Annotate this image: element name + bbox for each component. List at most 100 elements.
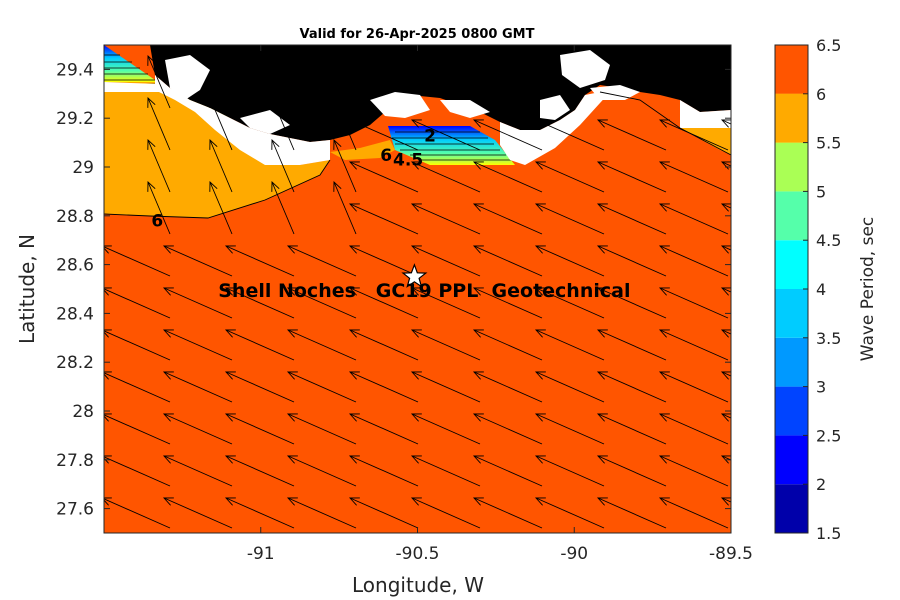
wave-vector (473, 371, 543, 403)
wave-vector-head (224, 497, 236, 506)
wave-vector-head (534, 329, 546, 338)
site-label: Shell Noches GC19 PPL Geotechnical (218, 280, 630, 302)
wave-vector-head (162, 287, 174, 296)
wave-vector (349, 119, 419, 151)
colorbar-band (775, 289, 808, 338)
plot-area (102, 45, 731, 570)
wave-vector-head (720, 329, 731, 338)
wave-vector-head (596, 329, 608, 338)
colorbar-band-top (775, 45, 808, 94)
wave-vector (411, 413, 481, 445)
wave-vector (104, 456, 171, 487)
wave-vector (535, 329, 605, 361)
wave-vector (659, 245, 729, 277)
wave-vector (411, 497, 481, 529)
wave-vector-head (209, 96, 218, 108)
wave-vector (535, 371, 605, 403)
x-axis-ticks: -91 -90.5 -90 -89.5 (247, 45, 753, 564)
wave-vector (659, 161, 729, 193)
wave-vector-head (534, 203, 546, 212)
y-tick-label: 29.4 (56, 60, 94, 80)
contour-line-6 (104, 159, 331, 219)
colorbar-tick-label: 3 (816, 378, 826, 397)
wave-vector (287, 287, 357, 319)
wave-vector-head (271, 138, 280, 150)
wave-vector-head (472, 455, 484, 464)
wave-vector (349, 245, 419, 277)
x-tick-label: -90.5 (396, 544, 440, 564)
wave-vector-head (147, 96, 156, 108)
wave-vector-head (658, 371, 670, 380)
wave-vector (102, 540, 170, 570)
land-lake-6 (440, 100, 490, 118)
wave-vector-head (658, 455, 670, 464)
wave-vector (535, 497, 605, 529)
wave-vector (104, 498, 171, 529)
wave-vector (659, 455, 729, 487)
x-tick-label: -89.5 (709, 544, 753, 564)
wave-vector-head (286, 497, 298, 506)
land-lake-7 (240, 110, 290, 134)
wave-vector-head (720, 413, 731, 422)
wave-vector-head (410, 245, 422, 254)
wave-vector (287, 329, 357, 361)
wave-vector (535, 287, 605, 319)
wave-vector-head (224, 413, 236, 422)
wave-vector-head (472, 161, 484, 170)
wave-vector-head (720, 245, 731, 254)
wave-vector (597, 371, 667, 403)
wave-vector-head (658, 245, 670, 254)
wave-vector (287, 497, 357, 529)
y-tick-label: 28.4 (56, 304, 94, 324)
wave-vector (163, 245, 233, 277)
colorbar-tick-label: 5 (816, 182, 826, 201)
wave-vector-head (410, 287, 422, 296)
wave-vector (104, 372, 171, 403)
colorbar: 1.5 2 2.5 3 3.5 4 4.5 5 5.5 6 6.5 (774, 36, 841, 543)
wave-vector (225, 371, 295, 403)
wave-vector (225, 287, 295, 319)
wave-vector (473, 245, 543, 277)
wave-vector (597, 287, 667, 319)
wave-vector-head (534, 245, 546, 254)
wave-vector-head (658, 497, 670, 506)
wave-vector-head (410, 455, 422, 464)
wave-vector-head (472, 245, 484, 254)
wave-vector-head (472, 497, 484, 506)
colorbar-band (775, 435, 808, 485)
wave-vector-head (472, 371, 484, 380)
y-tick-label: 29 (72, 158, 94, 178)
wave-vector (411, 371, 481, 403)
colorbar-tick-label: 4 (816, 280, 826, 299)
wave-vector (411, 245, 481, 277)
wave-vector-head (472, 413, 484, 422)
wave-vector-head (224, 329, 236, 338)
contour-labels: 66 4.52 (151, 126, 436, 231)
wave-vector (349, 329, 419, 361)
wave-vector-head (333, 138, 342, 150)
wave-vector-head (410, 413, 422, 422)
wave-vector-head (286, 413, 298, 422)
wave-vector-head (596, 371, 608, 380)
land-lake-2 (370, 92, 430, 118)
wave-vector (209, 139, 233, 193)
wave-vector-head (660, 540, 670, 547)
wave-vector-head (333, 180, 342, 192)
wave-vector (473, 161, 543, 193)
wave-vector (225, 413, 295, 445)
wave-vector (163, 413, 233, 445)
wave-vector-head (162, 413, 174, 422)
wave-vector-head (348, 497, 360, 506)
colorbar-tick-label: 2.5 (816, 426, 841, 445)
y-tick-label: 28.6 (56, 256, 94, 276)
wave-vector (163, 371, 233, 403)
wave-vector-head (348, 245, 360, 254)
land-lake-1 (165, 55, 210, 100)
wave-vector-head (147, 138, 156, 150)
wave-vector (333, 181, 357, 235)
wave-vector (271, 181, 295, 235)
wave-vector-head (720, 287, 731, 296)
wave-vector-head (472, 329, 484, 338)
colorbar-band (775, 484, 808, 533)
